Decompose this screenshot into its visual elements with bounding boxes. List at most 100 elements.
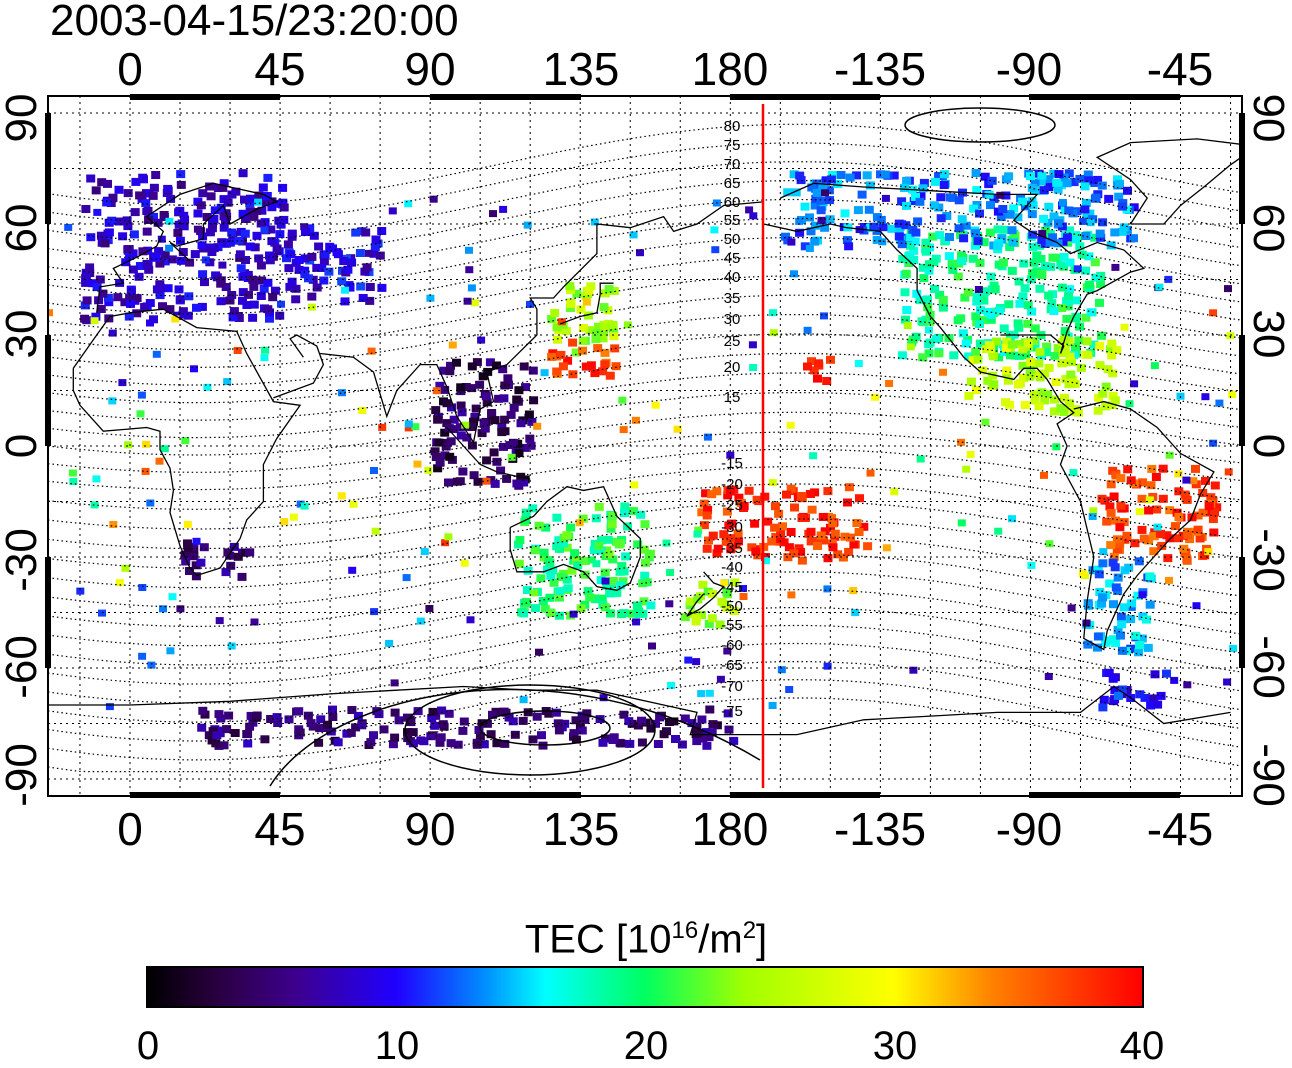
tec-cell — [370, 608, 379, 616]
tec-cell — [178, 248, 188, 256]
tec-cell — [980, 172, 990, 181]
tec-cell — [744, 486, 754, 495]
tec-cell — [646, 724, 656, 733]
tec-cell — [1095, 341, 1105, 350]
tec-cell — [319, 276, 329, 285]
tec-cell — [333, 738, 343, 747]
tec-cell — [524, 410, 534, 419]
tec-cell — [909, 246, 919, 255]
tec-cell — [158, 302, 167, 311]
tec-cell — [174, 220, 184, 229]
frame-bar-bottom — [430, 792, 581, 798]
tec-cell — [787, 238, 796, 246]
tec-cell — [843, 498, 852, 507]
tec-cell — [228, 313, 238, 322]
tec-cell — [1008, 515, 1016, 523]
tec-cell — [580, 570, 590, 579]
tec-cell — [80, 314, 90, 323]
tec-cell — [1135, 508, 1144, 516]
tec-cell — [680, 714, 690, 723]
tec-cell — [957, 257, 967, 266]
tec-cell — [191, 572, 201, 581]
tec-cell — [589, 546, 599, 555]
tec-cell — [938, 296, 948, 304]
tec-cell — [351, 723, 361, 732]
tec-cell — [1058, 199, 1067, 206]
tec-cell — [816, 531, 826, 540]
tec-cell — [1209, 309, 1218, 317]
tec-cell — [472, 358, 482, 367]
tec-cell — [1058, 237, 1068, 246]
tec-cell — [115, 579, 124, 587]
tec-cell — [988, 352, 998, 361]
tec-cell — [1145, 572, 1155, 581]
tec-cell — [1093, 406, 1103, 415]
tec-cell — [85, 263, 95, 272]
tec-cell — [925, 260, 934, 269]
tec-cell — [240, 229, 250, 238]
tec-cell — [185, 258, 195, 267]
tec-cell — [1149, 547, 1159, 556]
tec-cell — [1039, 214, 1049, 223]
contour-label: -65 — [721, 657, 743, 674]
tec-cell — [978, 366, 988, 375]
tec-cell — [218, 183, 228, 192]
frame-ticks — [45, 94, 1245, 798]
tec-cell — [284, 264, 294, 273]
tec-cell — [812, 189, 822, 197]
tec-cell — [499, 442, 508, 451]
tec-cell — [456, 401, 466, 410]
tec-cell — [1189, 477, 1198, 485]
tec-cell — [776, 529, 786, 538]
tec-cell — [862, 171, 872, 180]
tec-cell — [1023, 319, 1033, 328]
lon-tick-bottom: -90 — [995, 803, 1063, 855]
tec-cell — [820, 223, 830, 232]
tec-cell — [989, 380, 999, 389]
tec-cell — [786, 484, 796, 493]
tec-cell — [307, 292, 317, 301]
tec-cell — [459, 717, 469, 726]
tec-cell — [358, 294, 368, 302]
tec-cell — [1149, 532, 1159, 541]
tec-cell — [712, 549, 722, 558]
tec-cell — [1180, 490, 1190, 499]
tec-cell — [131, 177, 141, 186]
tec-cell — [1064, 380, 1074, 389]
tec-cell — [957, 438, 965, 446]
tec-cell — [1034, 359, 1044, 368]
tec-cell — [1228, 391, 1237, 399]
tec-cell — [599, 323, 609, 332]
tec-cell — [818, 182, 828, 191]
tec-cell — [971, 229, 980, 238]
tec-cell — [115, 278, 125, 287]
tec-cell — [1030, 178, 1040, 187]
tec-cell — [996, 191, 1005, 199]
tec-cell — [1106, 480, 1116, 489]
tec-cell — [176, 180, 186, 189]
tec-cell — [114, 185, 124, 194]
tec-cell — [241, 256, 250, 264]
tec-cell — [1040, 396, 1050, 405]
tec-cell — [416, 617, 425, 625]
tec-cell — [346, 728, 356, 737]
tec-cell — [528, 735, 538, 744]
tec-cell — [1064, 206, 1074, 215]
tec-cell — [913, 217, 923, 226]
tec-cell — [337, 277, 347, 286]
tec-cell — [1133, 591, 1143, 600]
tec-cell — [840, 532, 850, 541]
tec-cell — [147, 661, 156, 669]
tec-cell — [887, 224, 897, 233]
tec-cell — [1028, 201, 1038, 210]
tec-cell — [138, 173, 148, 182]
frame-bar-bottom — [130, 792, 280, 798]
tec-cell — [497, 422, 507, 431]
tec-cell — [566, 300, 576, 308]
tec-cell — [979, 296, 989, 305]
tec-cell — [665, 600, 674, 608]
tec-cell — [621, 552, 631, 561]
tec-cell — [470, 299, 479, 307]
tec-cell — [91, 312, 101, 321]
tec-cell — [1019, 374, 1028, 382]
